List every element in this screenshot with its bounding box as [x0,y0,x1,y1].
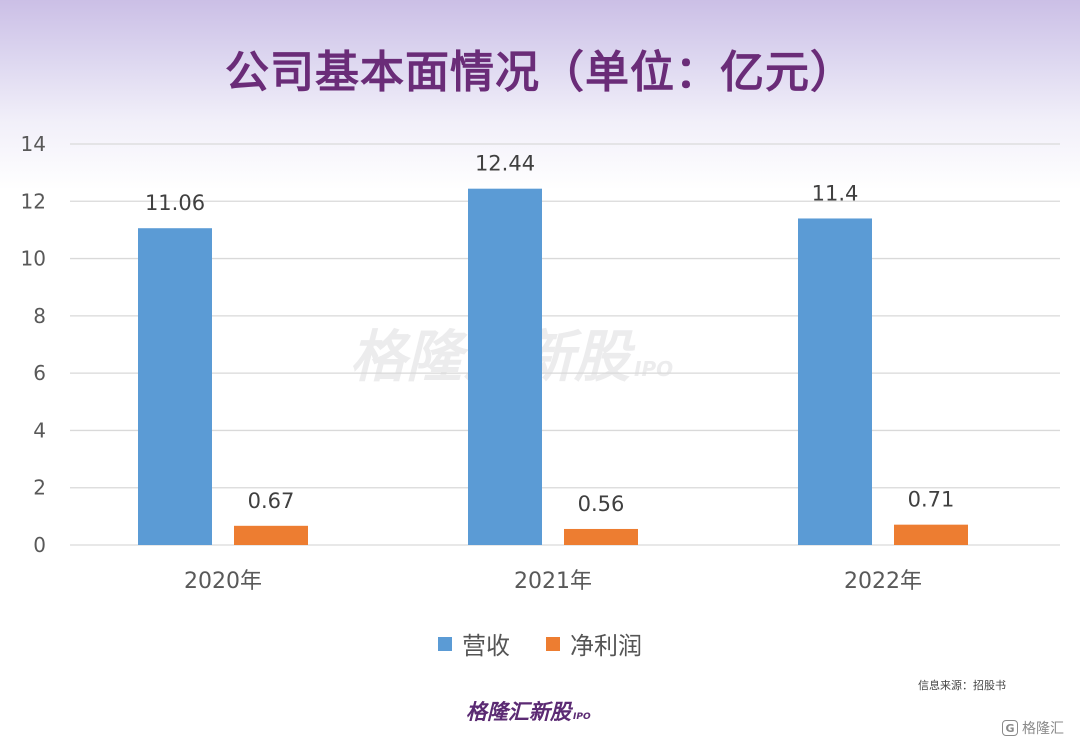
chart-title: 公司基本面情况（单位：亿元） [225,47,855,98]
net-profit-bar [564,528,638,545]
revenue-data-label: 11.06 [145,191,205,215]
net-profit-data-label: 0.67 [248,489,295,513]
revenue-data-label: 12.44 [475,152,535,176]
bar-chart: 0 2 4 6 8 10 12 14 11.06 0.67 2020年 12.44 0.56 2021年 1… [21,132,1060,594]
legend-label-revenue: 营收 [462,632,510,660]
legend-item-revenue: 营收 [438,626,510,661]
brand-logo: 格隆汇新股 IPO [466,696,591,726]
y-tick-label: 8 [33,304,46,328]
net-profit-bar [894,524,968,545]
x-tick-label: 2021年 [514,569,592,594]
corner-logo: G 格隆汇 [1002,718,1064,738]
y-tick-label: 6 [33,361,46,385]
y-tick-label: 2 [33,476,46,500]
source-note: 信息来源：招股书 [918,679,1006,692]
corner-logo-text: 格隆汇 [1022,721,1064,737]
y-tick-label: 4 [33,418,46,442]
g-logo-icon: G [1002,720,1018,736]
legend-item-net-profit: 净利润 [546,626,642,661]
revenue-bar [138,228,212,545]
brand-sub: IPO [573,712,591,722]
legend-swatch-revenue [438,636,452,651]
legend-label-net-profit: 净利润 [570,632,642,660]
revenue-bar [798,218,872,545]
y-tick-label: 0 [33,533,46,557]
legend: 营收 净利润 [0,626,1080,661]
net-profit-data-label: 0.71 [908,488,955,512]
y-tick-label: 10 [21,247,46,271]
revenue-data-label: 11.4 [812,181,859,205]
net-profit-data-label: 0.56 [578,492,625,516]
y-tick-label: 12 [21,189,46,213]
net-profit-bar [234,525,308,545]
x-tick-label: 2022年 [844,569,922,594]
x-tick-label: 2020年 [184,569,262,594]
legend-swatch-net-profit [546,636,560,651]
brand-name: 格隆汇新股 [466,700,571,724]
revenue-bar [468,188,542,545]
y-tick-label: 14 [21,132,46,156]
